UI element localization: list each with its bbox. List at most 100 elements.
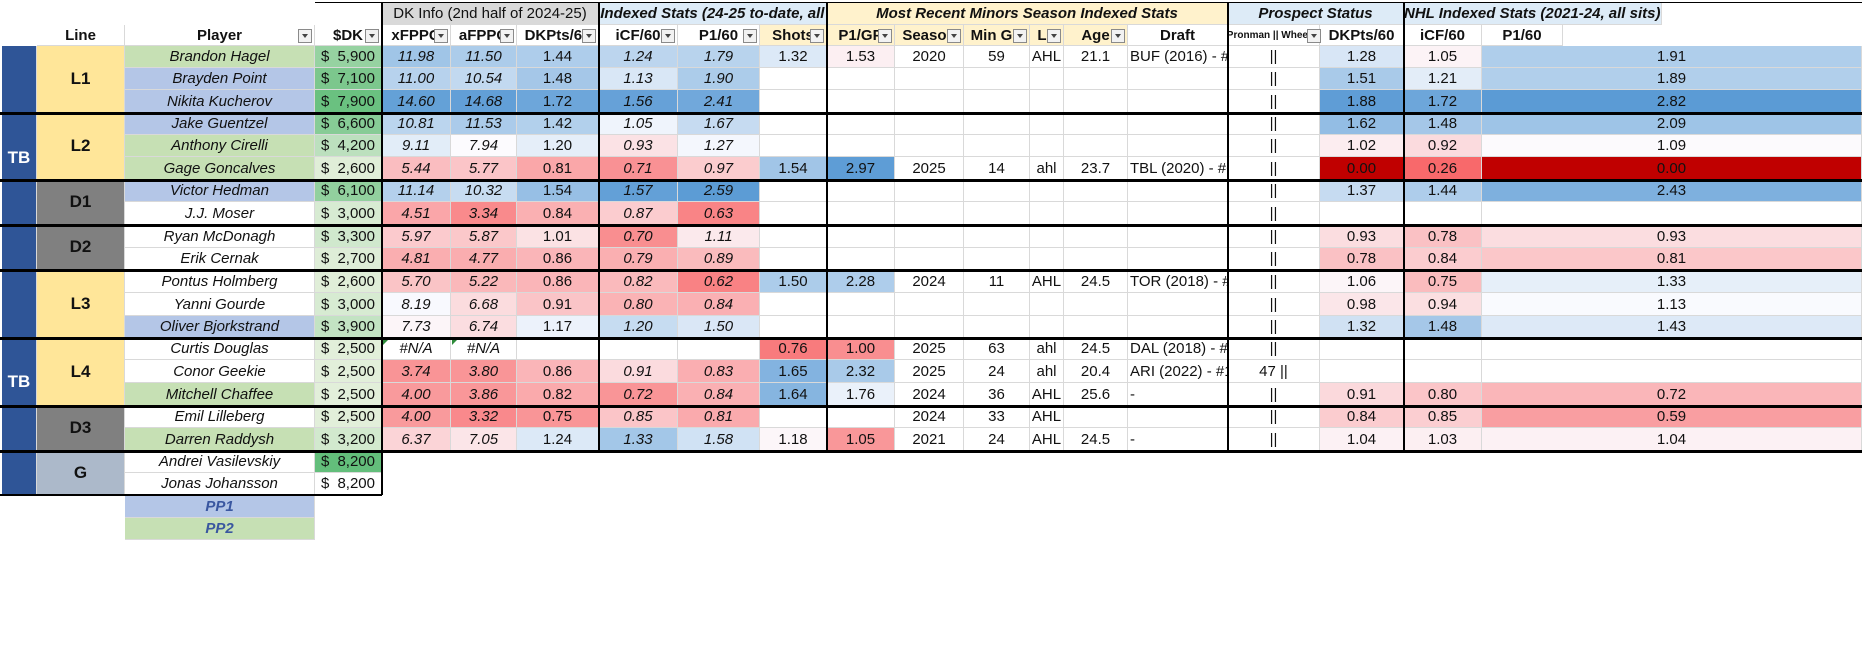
dk-salary[interactable]: $3,200	[315, 428, 382, 451]
stat-p1gp[interactable]: 2.28	[827, 270, 895, 293]
line-label[interactable]: L2	[37, 113, 125, 180]
stat-draft[interactable]	[1128, 113, 1228, 135]
stat-hicf[interactable]: 1.72	[1404, 90, 1482, 113]
stat-pw[interactable]: ||	[1228, 135, 1320, 157]
stat-season[interactable]	[895, 316, 964, 338]
stat-icf[interactable]: 0.72	[599, 383, 678, 406]
stat-p1gp[interactable]: 1.05	[827, 428, 895, 451]
stat-p1gp[interactable]	[827, 225, 895, 248]
stat-pw[interactable]: ||	[1228, 180, 1320, 202]
column-header[interactable]: P1/60	[678, 25, 760, 46]
stat-hdk[interactable]: 1.32	[1320, 316, 1404, 338]
stat-hp1[interactable]: 0.72	[1482, 383, 1862, 406]
stat-age[interactable]	[1064, 316, 1128, 338]
stat-p1gp[interactable]	[827, 90, 895, 113]
filter-dropdown-icon[interactable]	[500, 29, 514, 43]
stat-season[interactable]: 2024	[895, 270, 964, 293]
stat-mingp[interactable]: 24	[964, 428, 1030, 451]
column-header[interactable]: Draft	[1128, 25, 1228, 46]
stat-hdk[interactable]: 1.04	[1320, 428, 1404, 451]
stat-dkp[interactable]: 0.84	[517, 202, 599, 225]
stat-hp1[interactable]: 1.43	[1482, 316, 1862, 338]
stat-shots[interactable]	[760, 180, 827, 202]
stat-p1[interactable]: 0.84	[678, 293, 760, 316]
stat-x[interactable]: 4.00	[382, 383, 451, 406]
line-label[interactable]: D2	[37, 225, 125, 270]
stat-hp1[interactable]: 0.59	[1482, 406, 1862, 428]
stat-icf[interactable]: 1.24	[599, 46, 678, 68]
stat-lg[interactable]: ahl	[1030, 338, 1064, 360]
filter-dropdown-icon[interactable]	[298, 29, 312, 43]
player-name[interactable]: Pontus Holmberg	[125, 270, 315, 293]
stat-dkp[interactable]: 1.54	[517, 180, 599, 202]
player-name[interactable]: J.J. Moser	[125, 202, 315, 225]
stat-hicf[interactable]: 0.75	[1404, 270, 1482, 293]
stat-draft[interactable]: -	[1128, 428, 1228, 451]
stat-hdk[interactable]: 0.84	[1320, 406, 1404, 428]
dk-salary[interactable]: $7,100	[315, 68, 382, 90]
player-name[interactable]: Jonas Johansson	[125, 473, 315, 495]
stat-a[interactable]: 5.77	[451, 157, 517, 180]
stat-season[interactable]: 2025	[895, 157, 964, 180]
stat-hp1[interactable]: 0.81	[1482, 248, 1862, 270]
dk-salary[interactable]: $3,900	[315, 316, 382, 338]
stat-p1[interactable]	[678, 338, 760, 360]
stat-dkp[interactable]: 0.86	[517, 248, 599, 270]
stat-lg[interactable]	[1030, 225, 1064, 248]
stat-draft[interactable]: TBL (2020) - #62	[1128, 157, 1228, 180]
stat-shots[interactable]	[760, 248, 827, 270]
player-name[interactable]: Andrei Vasilevskiy	[125, 451, 315, 473]
stat-draft[interactable]	[1128, 202, 1228, 225]
stat-hicf[interactable]: 1.05	[1404, 46, 1482, 68]
stat-mingp[interactable]: 33	[964, 406, 1030, 428]
player-name[interactable]: Victor Hedman	[125, 180, 315, 202]
stat-pw[interactable]: ||	[1228, 90, 1320, 113]
player-name[interactable]: Emil Lilleberg	[125, 406, 315, 428]
stat-a[interactable]: 5.22	[451, 270, 517, 293]
stat-shots[interactable]: 1.18	[760, 428, 827, 451]
stat-hp1[interactable]: 1.04	[1482, 428, 1862, 451]
stat-icf[interactable]: 0.93	[599, 135, 678, 157]
stat-age[interactable]	[1064, 113, 1128, 135]
stat-pw[interactable]: ||	[1228, 248, 1320, 270]
stat-hp1[interactable]	[1482, 202, 1862, 225]
dk-salary[interactable]: $7,900	[315, 90, 382, 113]
stat-p1[interactable]: 0.83	[678, 360, 760, 383]
stat-hicf[interactable]	[1404, 338, 1482, 360]
dk-salary[interactable]: $2,500	[315, 338, 382, 360]
stat-hdk[interactable]: 1.51	[1320, 68, 1404, 90]
stat-mingp[interactable]: 36	[964, 383, 1030, 406]
stat-hp1[interactable]: 2.09	[1482, 113, 1862, 135]
stat-age[interactable]	[1064, 406, 1128, 428]
stat-p1gp[interactable]	[827, 293, 895, 316]
player-name[interactable]: Conor Geekie	[125, 360, 315, 383]
stat-icf[interactable]: 1.57	[599, 180, 678, 202]
filter-dropdown-icon[interactable]	[743, 29, 757, 43]
stat-x[interactable]: 5.70	[382, 270, 451, 293]
column-header[interactable]: Season	[895, 25, 964, 46]
player-name[interactable]: Curtis Douglas	[125, 338, 315, 360]
stat-x[interactable]: 4.51	[382, 202, 451, 225]
player-name[interactable]: Mitchell Chaffee	[125, 383, 315, 406]
hist-header[interactable]: NHL Indexed Stats (2021-24, all sits)	[1404, 3, 1662, 25]
stat-draft[interactable]	[1128, 248, 1228, 270]
column-header[interactable]: iCF/60	[599, 25, 678, 46]
stat-draft[interactable]	[1128, 68, 1228, 90]
stat-shots[interactable]	[760, 68, 827, 90]
stat-shots[interactable]: 1.50	[760, 270, 827, 293]
stat-a[interactable]: 4.77	[451, 248, 517, 270]
stat-a[interactable]: 14.68	[451, 90, 517, 113]
stat-season[interactable]: 2021	[895, 428, 964, 451]
stat-hdk[interactable]: 0.00	[1320, 157, 1404, 180]
stat-a[interactable]: 10.32	[451, 180, 517, 202]
stat-lg[interactable]	[1030, 316, 1064, 338]
filter-dropdown-icon[interactable]	[810, 29, 824, 43]
stat-x[interactable]: 4.00	[382, 406, 451, 428]
stat-hdk[interactable]: 1.88	[1320, 90, 1404, 113]
dk-salary[interactable]: $2,600	[315, 157, 382, 180]
stat-p1[interactable]: 2.41	[678, 90, 760, 113]
stat-season[interactable]: 2024	[895, 383, 964, 406]
stat-a[interactable]: 3.80	[451, 360, 517, 383]
stat-lg[interactable]	[1030, 202, 1064, 225]
stat-dkp[interactable]: 0.86	[517, 270, 599, 293]
